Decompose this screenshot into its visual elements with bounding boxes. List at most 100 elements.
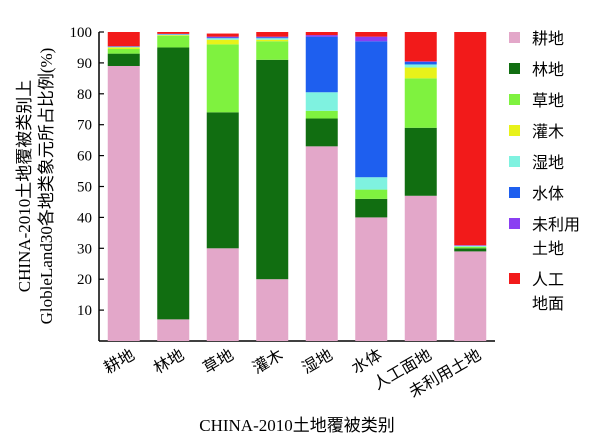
legend-label: 土地 [532, 239, 564, 258]
x-axis-title: CHINA-2010土地覆被类别 [199, 416, 395, 435]
legend-label: 林地 [532, 60, 564, 79]
y-tick-label: 20 [77, 272, 92, 288]
bar-segment [206, 44, 239, 113]
y-tick-label: 40 [77, 210, 92, 226]
bar-segment [355, 189, 388, 199]
legend-swatch [509, 32, 520, 43]
bar-segment [404, 78, 437, 128]
bar-segment [157, 35, 190, 48]
y-tick-label: 50 [77, 180, 92, 196]
bar-segment [107, 53, 140, 66]
bar-segment [256, 41, 289, 60]
legend-item: 湿地 [509, 153, 564, 172]
bar-segment [256, 39, 289, 42]
legend-item: 未利用土地 [509, 215, 580, 258]
bar-segment [305, 92, 338, 111]
bar-segment [157, 32, 190, 34]
x-category-label: 林地 [150, 345, 187, 377]
y-tick-label: 70 [77, 118, 92, 134]
legend-label: 湿地 [532, 153, 564, 172]
legend-item: 草地 [509, 91, 564, 110]
bar-segment [355, 32, 388, 37]
legend-label: 水体 [532, 184, 564, 203]
legend-label: 人工 [532, 270, 564, 289]
x-category-label: 灌木 [249, 345, 286, 377]
x-category-label: 湿地 [299, 345, 336, 377]
bar-stack [206, 33, 239, 341]
bar-segment [404, 127, 437, 196]
x-category-label: 草地 [200, 345, 237, 377]
bar-segment [157, 34, 190, 36]
bar-stack [107, 32, 140, 342]
bar-segment [256, 59, 289, 280]
bar-segment [305, 35, 338, 37]
legend-label: 草地 [532, 91, 564, 110]
legend-swatch [509, 218, 520, 229]
bar-stack [305, 32, 338, 341]
bar-segment [256, 37, 289, 39]
y-tick-label: 80 [77, 87, 92, 103]
bar-segment [157, 47, 190, 320]
bar-segment [256, 279, 289, 341]
x-category-label: 耕地 [101, 345, 138, 377]
bar-segment [305, 146, 338, 341]
y-axis-title-line-2: GlobleLand30各地类象元所占比例(%) [37, 48, 56, 325]
bar-stack [157, 32, 190, 341]
legend-item: 水体 [509, 184, 564, 203]
legend-swatch [509, 273, 520, 284]
bar-segment [206, 36, 239, 38]
bar-segment [107, 65, 140, 342]
bar-stack [256, 32, 289, 341]
bar-segment [157, 319, 190, 341]
y-axis-title: CHINA-2010土地覆被类别上 GlobleLand30各地类象元所占比例(… [15, 48, 56, 325]
y-tick-label: 30 [77, 241, 92, 257]
bar-stack [404, 32, 437, 341]
bar-segment [206, 37, 239, 39]
bar-segment [454, 248, 487, 252]
bar-segment [404, 32, 437, 62]
bar-segment [157, 35, 190, 36]
bar-segment [355, 36, 388, 42]
legend-swatch [509, 125, 520, 136]
bar-segment [355, 217, 388, 341]
bar-segment [404, 64, 437, 68]
bar-segment [305, 36, 338, 93]
legend-item: 耕地 [509, 29, 564, 48]
bar-segment [206, 38, 239, 40]
bar-segment [454, 245, 487, 247]
y-tick-label: 10 [77, 303, 92, 319]
bar-segment [107, 46, 140, 48]
y-axis-ticks: 10 20 30 40 50 60 70 80 90 100 [70, 25, 104, 319]
bar-segment [256, 38, 289, 40]
bar-segment [107, 48, 140, 54]
y-tick-label: 90 [77, 56, 92, 72]
bar-segment [206, 112, 239, 249]
bar-segment [355, 177, 388, 190]
bar-segment [305, 32, 338, 36]
y-tick-label: 60 [77, 149, 92, 165]
y-tick-label: 100 [70, 25, 93, 41]
legend-item: 林地 [509, 60, 564, 79]
legend-swatch [509, 156, 520, 167]
bar-segment [256, 36, 289, 38]
bar-segment [206, 39, 239, 45]
bar-segment [107, 47, 140, 49]
legend-label: 未利用 [532, 215, 580, 234]
legend-item: 灌木 [509, 122, 564, 141]
bar-stack [454, 32, 487, 341]
bar-segment [355, 198, 388, 218]
legend-label: 灌木 [532, 122, 564, 141]
bar-segment [404, 61, 437, 62]
bar-segment [107, 32, 140, 47]
bar-segment [305, 110, 338, 119]
bar-segment [454, 32, 487, 246]
bar-stack [355, 32, 388, 341]
legend-swatch [509, 94, 520, 105]
legend-swatch [509, 63, 520, 74]
bar-segment [305, 118, 338, 147]
bar-segment [206, 248, 239, 341]
bar-segment [206, 33, 239, 37]
bar-segment [355, 41, 388, 178]
